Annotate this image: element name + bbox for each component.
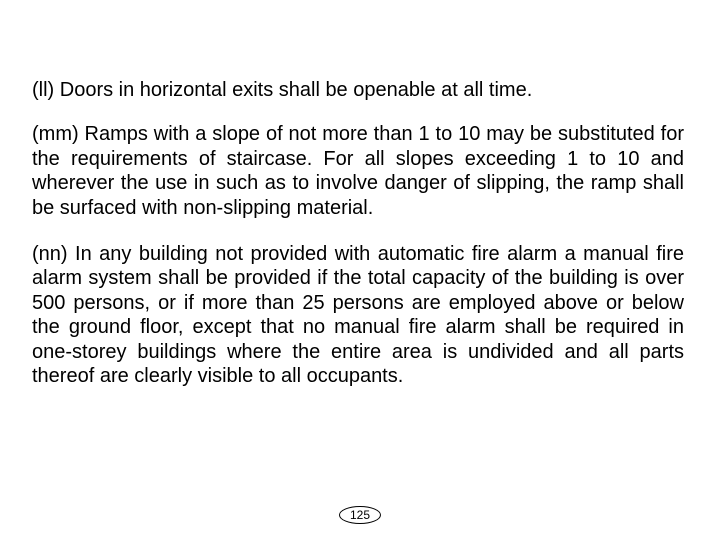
page-number: 125 [339, 506, 381, 524]
paragraph-mm: (mm) Ramps with a slope of not more than… [32, 122, 684, 220]
document-page: (ll) Doors in horizontal exits shall be … [0, 0, 720, 540]
paragraph-ll: (ll) Doors in horizontal exits shall be … [32, 78, 684, 102]
paragraph-nn: (nn) In any building not provided with a… [32, 242, 684, 388]
